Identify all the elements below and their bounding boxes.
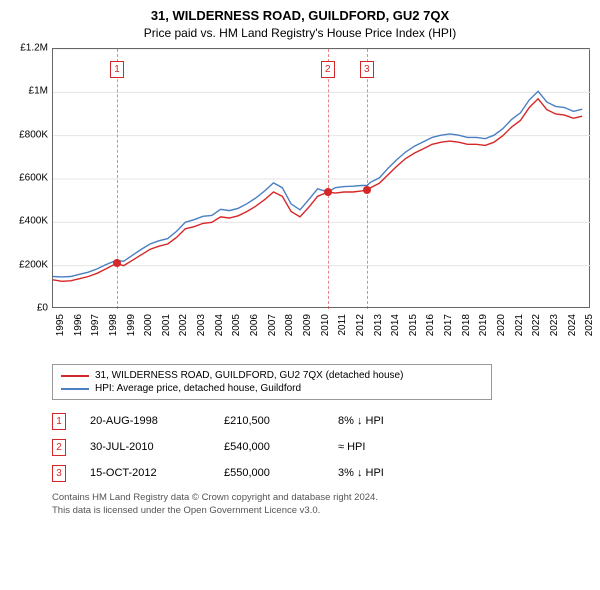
legend-label: HPI: Average price, detached house, Guil… [95, 383, 301, 394]
legend-swatch [61, 388, 89, 390]
sales-row-date: 15-OCT-2012 [90, 467, 200, 479]
x-tick-label: 2010 [320, 314, 331, 336]
x-tick-label: 2018 [461, 314, 472, 336]
x-tick-label: 2021 [514, 314, 525, 336]
x-tick-label: 2024 [567, 314, 578, 336]
sales-row-date: 20-AUG-1998 [90, 415, 200, 427]
y-tick-label: £800K [19, 129, 48, 140]
y-tick-label: £1.2M [20, 43, 48, 54]
x-tick-label: 2007 [267, 314, 278, 336]
x-tick-label: 2020 [496, 314, 507, 336]
sale-vline [117, 49, 118, 309]
y-tick-label: £0 [37, 303, 48, 314]
sales-row: 1 20-AUG-1998 £210,500 8% ↓ HPI [52, 408, 590, 434]
sale-point [324, 188, 332, 196]
sales-row-price: £210,500 [224, 415, 314, 427]
chart-container: 31, WILDERNESS ROAD, GUILDFORD, GU2 7QX … [0, 0, 600, 526]
sales-row-delta: 3% ↓ HPI [338, 467, 428, 479]
sales-row-price: £550,000 [224, 467, 314, 479]
x-tick-label: 1999 [126, 314, 137, 336]
x-tick-label: 2008 [284, 314, 295, 336]
x-tick-label: 2002 [178, 314, 189, 336]
x-tick-label: 2004 [214, 314, 225, 336]
series-property [53, 99, 582, 281]
sales-row-price: £540,000 [224, 441, 314, 453]
sales-row-delta: ≈ HPI [338, 441, 428, 453]
legend-label: 31, WILDERNESS ROAD, GUILDFORD, GU2 7QX … [95, 370, 403, 381]
sales-row: 2 30-JUL-2010 £540,000 ≈ HPI [52, 434, 590, 460]
x-tick-label: 2009 [302, 314, 313, 336]
sales-row-date: 30-JUL-2010 [90, 441, 200, 453]
y-tick-label: £400K [19, 216, 48, 227]
plot-wrap: £0£200K£400K£600K£800K£1M£1.2M 123 19951… [10, 48, 590, 358]
x-tick-label: 2015 [408, 314, 419, 336]
legend-row: 31, WILDERNESS ROAD, GUILDFORD, GU2 7QX … [61, 369, 483, 382]
chart-title-main: 31, WILDERNESS ROAD, GUILDFORD, GU2 7QX [10, 8, 590, 23]
legend-swatch [61, 375, 89, 377]
x-tick-label: 2023 [549, 314, 560, 336]
x-tick-label: 2022 [531, 314, 542, 336]
sale-vline [367, 49, 368, 309]
sales-row: 3 15-OCT-2012 £550,000 3% ↓ HPI [52, 460, 590, 486]
x-axis: 1995 1996 1997 1998 1999 2000 2001 2002 2003 2004… [52, 310, 590, 358]
x-tick-label: 2016 [425, 314, 436, 336]
sale-point [363, 186, 371, 194]
sales-row-marker: 3 [52, 465, 66, 482]
x-tick-label: 2005 [231, 314, 242, 336]
x-tick-label: 2013 [373, 314, 384, 336]
sales-row-marker: 2 [52, 439, 66, 456]
footer-note: Contains HM Land Registry data © Crown c… [52, 492, 590, 518]
x-tick-label: 2025 [584, 314, 595, 336]
sale-vline [328, 49, 329, 309]
sale-point [113, 259, 121, 267]
y-tick-label: £200K [19, 259, 48, 270]
legend-box: 31, WILDERNESS ROAD, GUILDFORD, GU2 7QX … [52, 364, 492, 400]
sale-marker-box: 1 [110, 61, 124, 78]
x-tick-label: 2017 [443, 314, 454, 336]
x-tick-label: 1998 [108, 314, 119, 336]
sales-table: 1 20-AUG-1998 £210,500 8% ↓ HPI 2 30-JUL-2010… [52, 408, 590, 486]
sales-row-delta: 8% ↓ HPI [338, 415, 428, 427]
x-tick-label: 2019 [478, 314, 489, 336]
x-tick-label: 2000 [143, 314, 154, 336]
chart-title-sub: Price paid vs. HM Land Registry's House … [10, 26, 590, 40]
legend-row: HPI: Average price, detached house, Guil… [61, 382, 483, 395]
x-tick-label: 2003 [196, 314, 207, 336]
y-tick-label: £1M [29, 86, 48, 97]
x-tick-label: 2012 [355, 314, 366, 336]
sale-marker-box: 2 [321, 61, 335, 78]
series-hpi [53, 91, 582, 277]
plot-area: 1 2 3 [52, 48, 590, 308]
sales-row-marker: 1 [52, 413, 66, 430]
y-tick-label: £600K [19, 173, 48, 184]
x-tick-label: 1996 [73, 314, 84, 336]
x-tick-label: 1997 [90, 314, 101, 336]
x-tick-label: 2006 [249, 314, 260, 336]
x-tick-label: 2014 [390, 314, 401, 336]
sale-marker-box: 3 [360, 61, 374, 78]
x-tick-label: 2011 [337, 314, 348, 336]
y-axis: £0£200K£400K£600K£800K£1M£1.2M [10, 48, 52, 308]
plot-svg [53, 49, 591, 309]
x-tick-label: 2001 [161, 314, 172, 336]
x-tick-label: 1995 [55, 314, 66, 336]
